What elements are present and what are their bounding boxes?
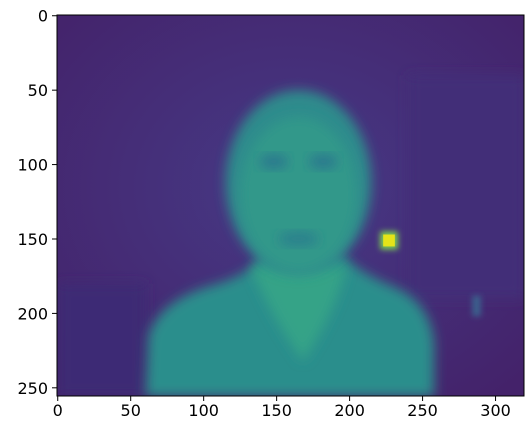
image [56,14,525,398]
image-content [56,14,525,398]
page: 050100150200250300050100150200250 (() =>… [0,0,525,426]
x-tick-label: 100 [188,401,219,420]
x-tick-label: 50 [121,401,141,420]
x-tick-label: 0 [53,401,63,420]
y-tick-label: 100 [17,156,48,175]
x-tick-label: 250 [407,401,438,420]
y-tick-label: 250 [17,379,48,398]
y-tick-label: 200 [17,304,48,323]
x-tick-label: 150 [261,401,292,420]
y-tick-label: 0 [38,7,48,26]
x-tick-label: 300 [480,401,511,420]
x-tick-label: 200 [334,401,365,420]
y-tick-label: 50 [28,81,48,100]
y-tick-label: 150 [17,230,48,249]
chart: 0 50 100 150 200 250 300 0 50 100 150 200 250 [0,0,525,426]
